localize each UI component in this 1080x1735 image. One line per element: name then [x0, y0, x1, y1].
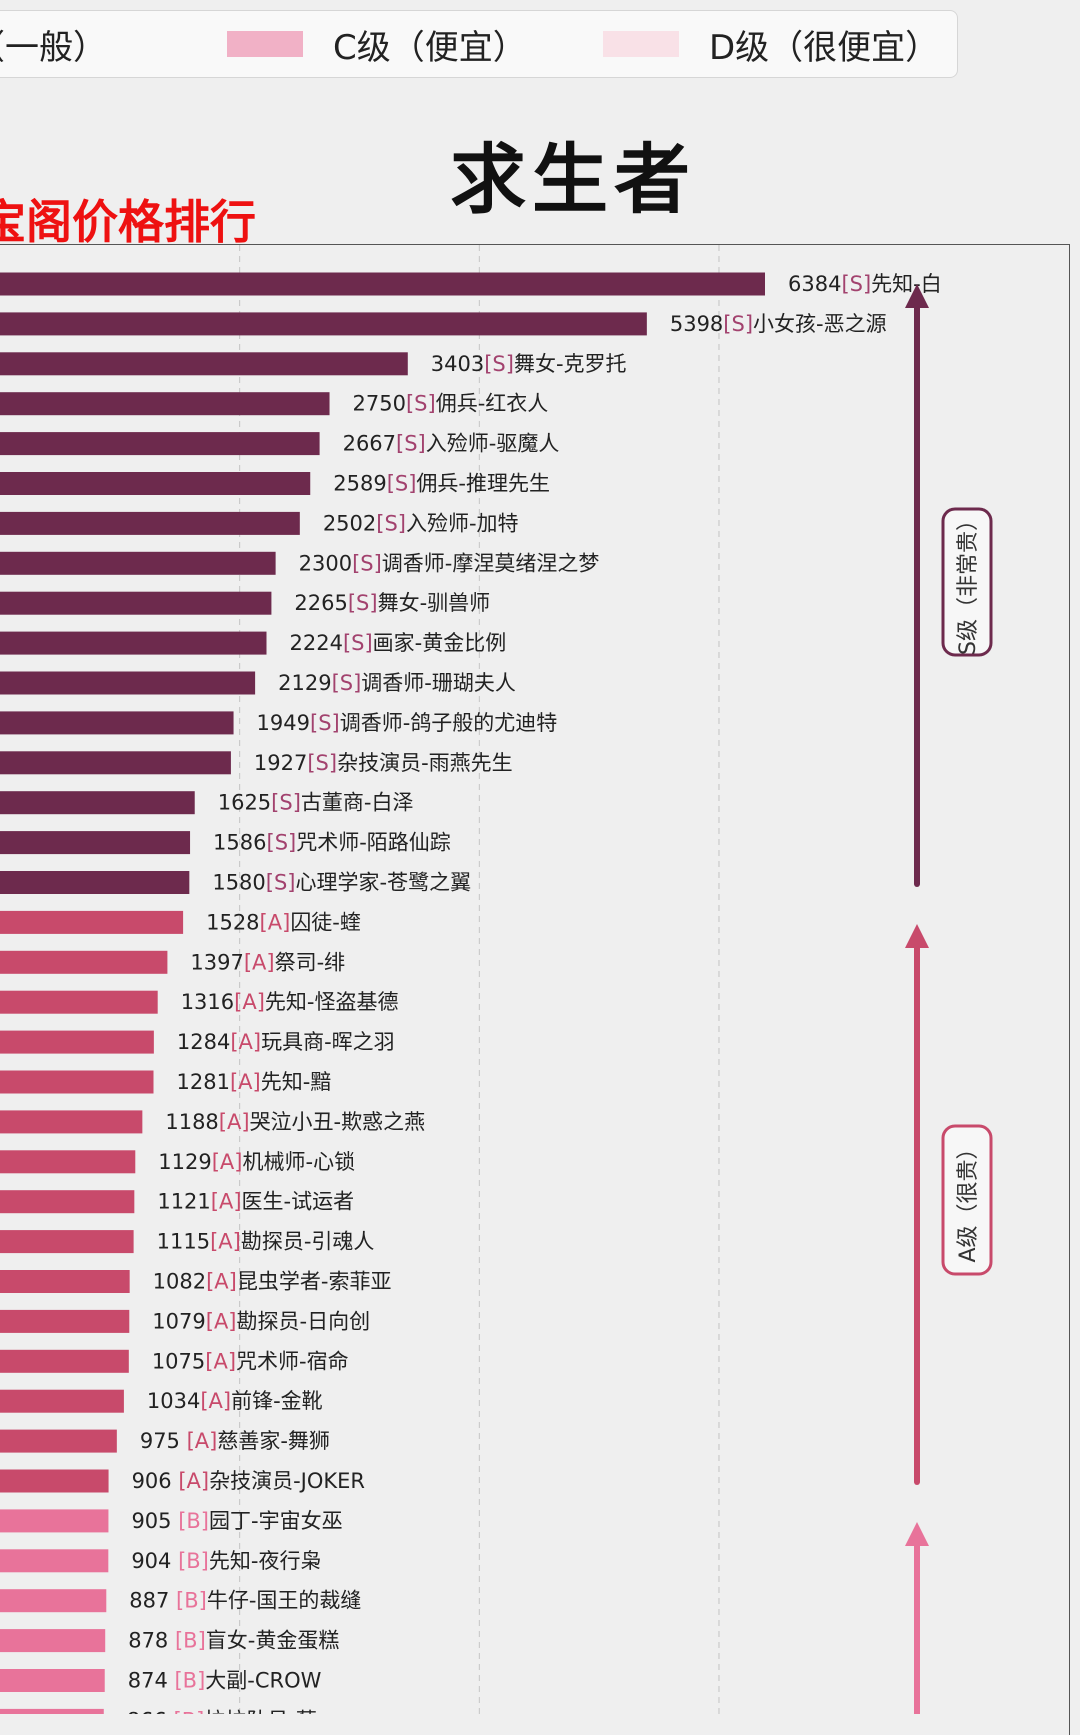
bar	[0, 990, 158, 1014]
bar-label: 878 [B]盲女-黄金蛋糕	[128, 1629, 339, 1653]
bar-label: 1075[A]咒术师-宿命	[152, 1349, 349, 1373]
bar-label: 1586[S]咒术师-陌路仙踪	[213, 831, 451, 855]
legend-label: D级（很便宜）	[709, 27, 940, 68]
bar-label: 866 [B]拉拉队员-莓	[127, 1708, 317, 1714]
bar-label: 887 [B]牛仔-国王的裁缝	[129, 1589, 361, 1613]
bar	[0, 312, 647, 336]
bar-label: 1129[A]机械师-心锁	[158, 1150, 355, 1174]
bar-label: 2750[S]佣兵-红衣人	[353, 392, 549, 416]
bar	[0, 1629, 106, 1653]
chart-title: 求生者	[450, 135, 696, 224]
grade-tag-s-text: S级（非常贵）	[956, 509, 981, 655]
bar	[0, 551, 276, 575]
bar	[0, 1429, 117, 1453]
bar-label: 1625[S]古董商-白泽	[218, 791, 414, 815]
bar-label: 874 [B]大副-CROW	[128, 1669, 322, 1693]
bar	[0, 472, 311, 495]
bar	[0, 631, 267, 655]
bar	[0, 1549, 109, 1573]
bar-label: 1188[A]哭泣小丑-欺惑之燕	[165, 1110, 425, 1134]
bar	[0, 831, 191, 855]
bar-label: 1528[A]囚徒-蝰	[206, 910, 361, 934]
bar	[0, 1669, 105, 1692]
bar	[0, 711, 234, 735]
chart-subtitle: 宝阁价格排行	[0, 195, 256, 249]
bar	[0, 671, 256, 695]
bar	[0, 1708, 104, 1714]
bar-label: 1580[S]心理学家-苍鹭之翼	[212, 871, 471, 895]
legend-item-d: D级（很便宜）	[603, 11, 939, 77]
bar	[0, 1509, 109, 1533]
grade-arrow-b-head	[905, 1522, 929, 1546]
grade-tag-a-text: A级（很贵）	[956, 1137, 981, 1262]
bar	[0, 591, 272, 615]
bar	[0, 1150, 136, 1174]
bar-label: 904 [B]先知-夜行枭	[131, 1549, 321, 1573]
bar	[0, 751, 231, 775]
bar	[0, 511, 300, 535]
bar	[0, 1270, 130, 1293]
bar	[0, 272, 765, 296]
bar-label: 1082[A]昆虫学者-索菲亚	[153, 1270, 392, 1294]
bar	[0, 392, 330, 416]
bar-label: 1397[A]祭司-绯	[190, 950, 345, 974]
bar	[0, 1230, 134, 1254]
legend: 级（一般） C级（便宜） D级（很便宜）	[0, 10, 958, 78]
bar-label: 1079[A]勘探员-日向创	[152, 1309, 370, 1333]
bar-label: 2589[S]佣兵-推理先生	[333, 472, 550, 496]
bar-label: 906 [A]杂技演员-JOKER	[132, 1469, 365, 1493]
bar	[0, 1070, 154, 1094]
bar	[0, 1589, 107, 1613]
grade-tag-s-box	[941, 507, 993, 657]
bar	[0, 352, 408, 376]
grade-tag-a-box	[941, 1124, 993, 1276]
bar	[0, 871, 190, 894]
legend-item-c: C级（便宜）	[227, 11, 527, 77]
bar-label: 1034[A]前锋-金靴	[147, 1389, 323, 1413]
bar-label: 1281[A]先知-黯	[177, 1070, 332, 1094]
bar-label: 2129[S]调香师-珊瑚夫人	[278, 671, 516, 695]
bar-label: 905 [B]园丁-宇宙女巫	[131, 1509, 342, 1533]
bar-label: 2300[S]调香师-摩涅莫绪涅之梦	[299, 551, 600, 575]
legend-label: C级（便宜）	[333, 27, 527, 68]
bar-label: 1927[S]杂技演员-雨燕先生	[254, 751, 513, 775]
bar	[0, 1309, 130, 1333]
bar-label: 1115[A]勘探员-引魂人	[157, 1230, 375, 1254]
bar-label: 2667[S]入殓师-驱魔人	[343, 432, 560, 456]
plot-frame	[0, 244, 1070, 1735]
bar-label: 2265[S]舞女-驯兽师	[294, 591, 490, 615]
bar-label: 3403[S]舞女-克罗托	[431, 352, 627, 376]
bar	[0, 1190, 135, 1214]
bar-label: 1121[A]医生-试运者	[157, 1190, 354, 1214]
bar	[0, 1389, 124, 1413]
bar-label: 2502[S]入殓师-加特	[323, 511, 519, 535]
bar-label: 6384[S]先知-白	[788, 272, 942, 296]
bar-label: 5398[S]小女孩-恶之源	[670, 312, 887, 336]
bar	[0, 950, 168, 974]
bar-label: 1949[S]调香师-鸽子般的尤迪特	[257, 711, 558, 735]
bar	[0, 791, 195, 815]
grade-arrow-s-head	[905, 284, 929, 308]
bar	[0, 1349, 129, 1373]
legend-item-b: 级（一般）	[0, 11, 107, 77]
legend-label: 级（一般）	[0, 27, 107, 68]
bar	[0, 1110, 143, 1134]
bar	[0, 432, 320, 456]
legend-swatch-c	[227, 31, 303, 57]
bar-label: 1316[A]先知-怪盗基德	[181, 990, 399, 1014]
bar-label: 1284[A]玩具商-晖之羽	[177, 1030, 395, 1054]
bar-label: 975 [A]慈善家-舞狮	[140, 1429, 330, 1453]
grade-arrow-a-head	[905, 924, 929, 948]
bar	[0, 1030, 154, 1054]
bar-label: 2224[S]画家-黄金比例	[290, 631, 507, 655]
bar	[0, 910, 184, 934]
bar	[0, 1469, 109, 1493]
legend-swatch-d	[603, 31, 679, 57]
